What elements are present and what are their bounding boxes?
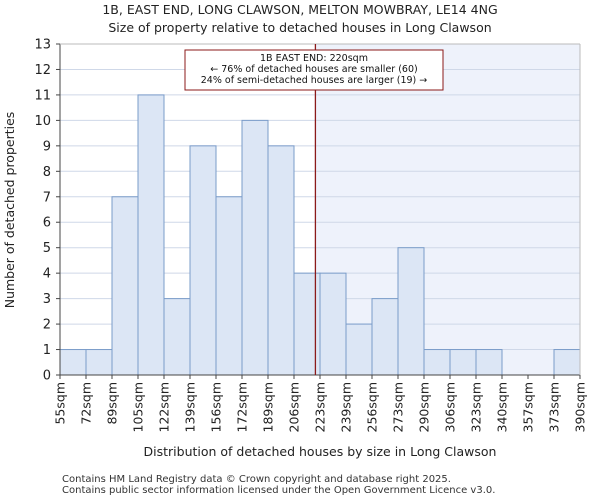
footer-licence: Contains public sector information licen… bbox=[62, 485, 496, 496]
x-tick-label: 340sqm bbox=[495, 382, 510, 432]
y-tick-label: 2 bbox=[43, 318, 51, 333]
annotation-box bbox=[184, 49, 444, 91]
x-tick-label: 290sqm bbox=[417, 382, 432, 432]
x-tick-label: 206sqm bbox=[287, 382, 302, 432]
y-tick-label: 9 bbox=[43, 139, 51, 154]
chart-subtitle: Size of property relative to detached ho… bbox=[108, 20, 492, 35]
annotation-line: ← 76% of detached houses are smaller (60… bbox=[210, 64, 417, 75]
histogram-bar bbox=[137, 94, 165, 376]
x-axis-label: Distribution of detached houses by size … bbox=[144, 444, 497, 459]
y-tick-label: 13 bbox=[34, 38, 51, 53]
x-tick-label: 156sqm bbox=[209, 382, 224, 432]
histogram-bar bbox=[163, 298, 191, 376]
x-tick-label: 390sqm bbox=[573, 382, 588, 432]
x-tick-label: 357sqm bbox=[521, 382, 536, 432]
histogram-bar bbox=[241, 119, 269, 376]
x-tick-label: 89sqm bbox=[105, 382, 120, 425]
y-tick-label: 11 bbox=[34, 88, 51, 103]
histogram-bar bbox=[59, 349, 87, 376]
histogram-bar bbox=[319, 272, 347, 376]
histogram-bar bbox=[475, 349, 503, 376]
histogram-bar bbox=[215, 196, 243, 376]
x-tick-label: 323sqm bbox=[469, 382, 484, 432]
x-tick-label: 256sqm bbox=[365, 382, 380, 432]
histogram-bar bbox=[267, 145, 295, 376]
histogram-bar bbox=[111, 196, 139, 376]
x-tick-label: 172sqm bbox=[235, 382, 250, 432]
y-tick-label: 3 bbox=[43, 292, 51, 307]
histogram-bar bbox=[423, 349, 451, 376]
annotation-line: 1B EAST END: 220sqm bbox=[260, 53, 368, 64]
y-tick-label: 1 bbox=[43, 343, 51, 358]
y-tick-label: 0 bbox=[43, 369, 51, 384]
x-tick-label: 223sqm bbox=[313, 382, 328, 432]
x-tick-label: 189sqm bbox=[261, 382, 276, 432]
y-axis-label: Number of detached properties bbox=[2, 112, 17, 309]
y-tick-label: 7 bbox=[43, 190, 51, 205]
histogram-bar bbox=[553, 349, 581, 376]
x-tick-label: 122sqm bbox=[157, 382, 172, 432]
y-tick-label: 8 bbox=[43, 165, 51, 180]
footer-copyright: Contains HM Land Registry data © Crown c… bbox=[62, 474, 451, 485]
highlight-region bbox=[315, 44, 580, 375]
x-tick-label: 139sqm bbox=[183, 382, 198, 432]
histogram-bar bbox=[371, 298, 399, 376]
x-tick-label: 373sqm bbox=[547, 382, 562, 432]
histogram-bar bbox=[397, 247, 425, 376]
y-tick-label: 5 bbox=[43, 241, 51, 256]
x-tick-label: 72sqm bbox=[79, 382, 94, 425]
y-tick-label: 6 bbox=[43, 216, 51, 231]
x-tick-label: 55sqm bbox=[53, 382, 68, 425]
histogram-bar bbox=[345, 323, 373, 376]
histogram-bar bbox=[449, 349, 477, 376]
y-tick-label: 12 bbox=[34, 63, 51, 78]
x-tick-label: 105sqm bbox=[131, 382, 146, 432]
histogram-bar bbox=[293, 272, 321, 376]
x-tick-label: 306sqm bbox=[443, 382, 458, 432]
x-tick-label: 239sqm bbox=[339, 382, 354, 432]
histogram-bar bbox=[189, 145, 217, 376]
histogram-bar bbox=[85, 349, 113, 376]
y-tick-label: 10 bbox=[34, 114, 51, 129]
x-tick-label: 273sqm bbox=[391, 382, 406, 432]
y-tick-label: 4 bbox=[43, 267, 51, 282]
chart-title: 1B, EAST END, LONG CLAWSON, MELTON MOWBR… bbox=[102, 2, 498, 17]
annotation-line: 24% of semi-detached houses are larger (… bbox=[201, 75, 428, 86]
